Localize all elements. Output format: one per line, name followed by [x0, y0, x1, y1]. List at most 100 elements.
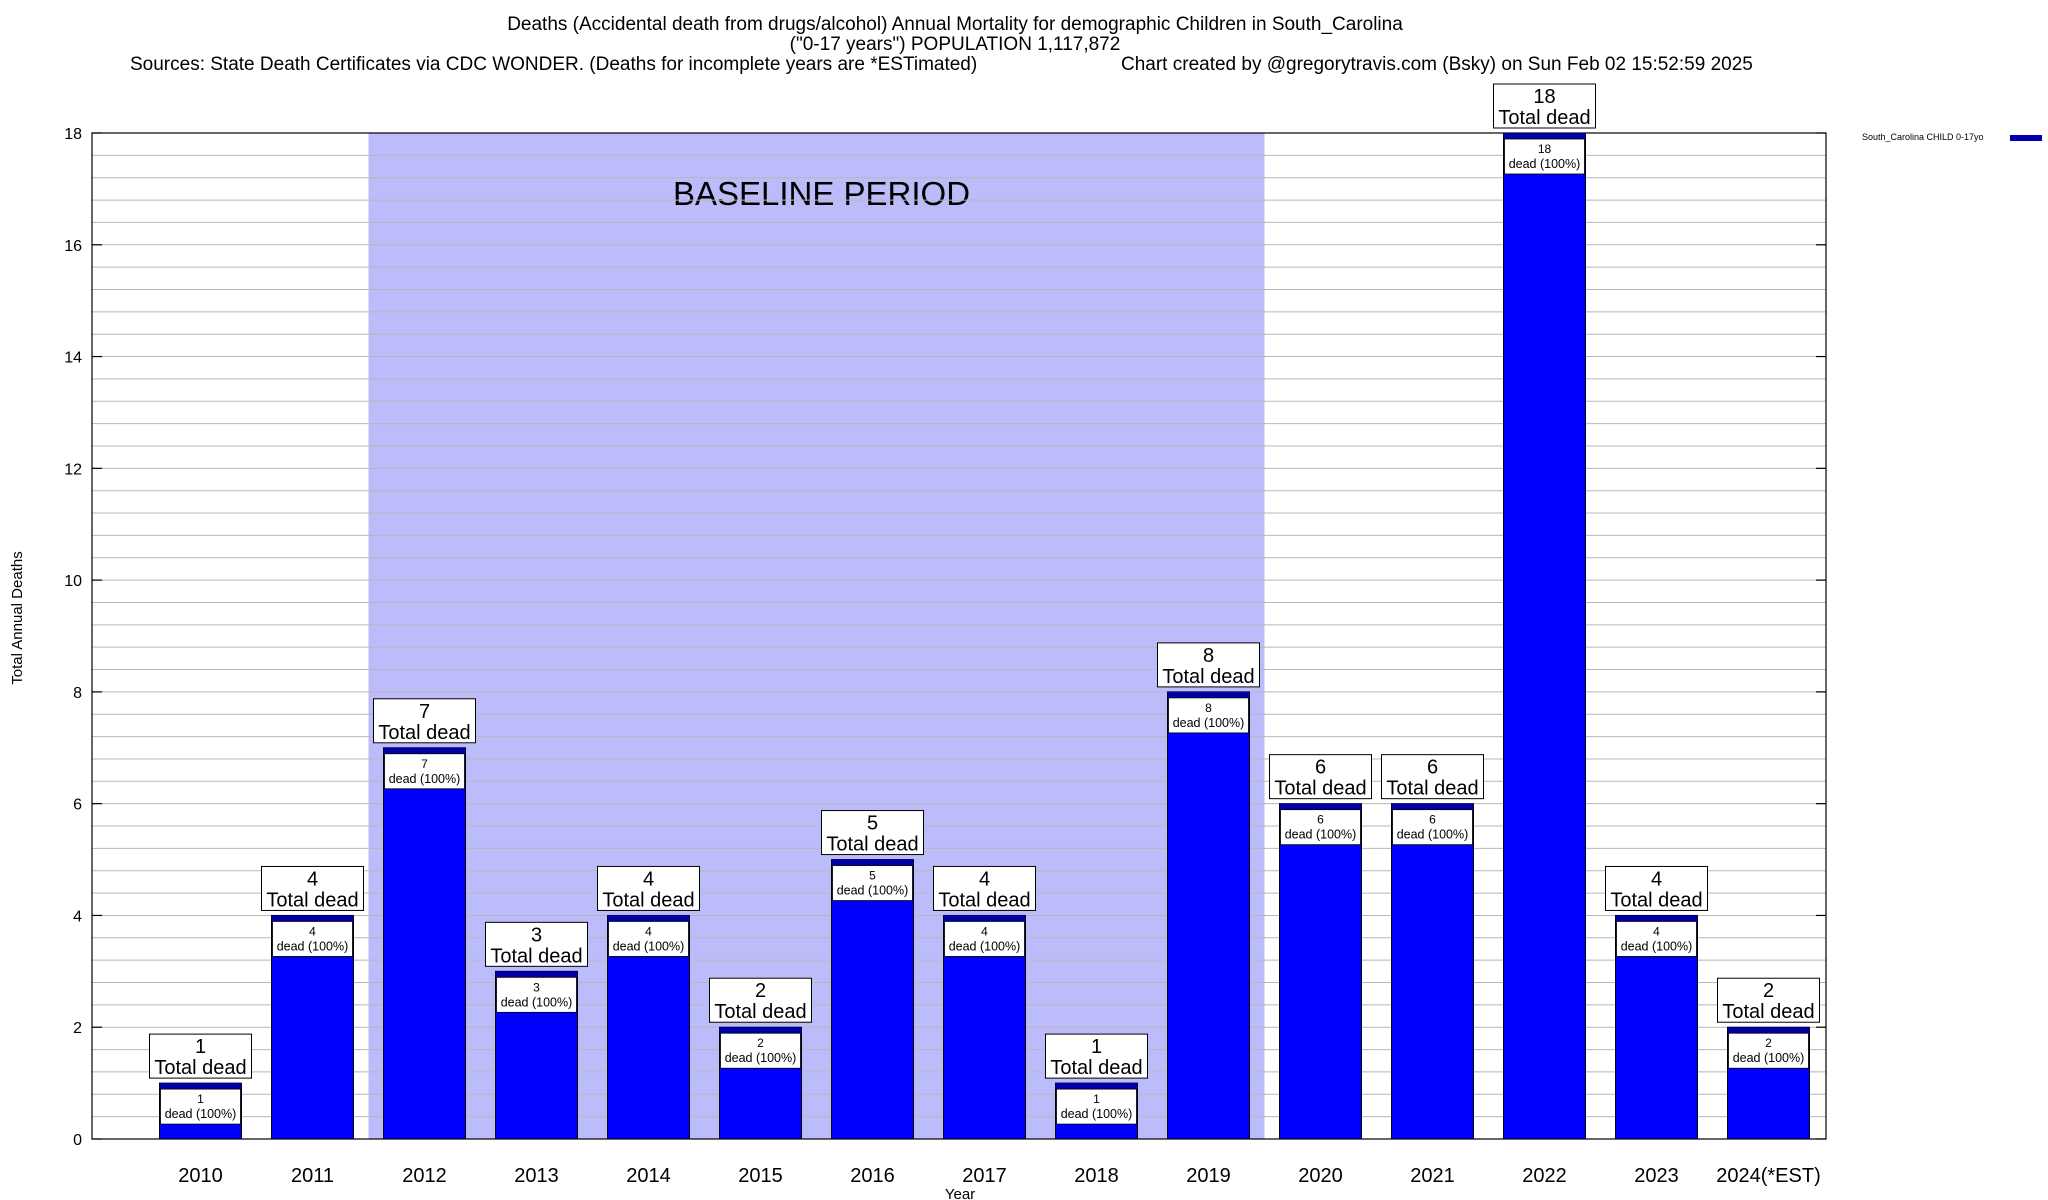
bar	[1167, 691, 1250, 1140]
y-tick-label: 0	[73, 1132, 82, 1149]
bar-total-label: Total dead	[378, 722, 470, 744]
x-tick-label: 2023	[1634, 1165, 1679, 1187]
x-tick-label: 2010	[178, 1165, 223, 1187]
y-tick-label: 2	[73, 1020, 82, 1037]
bar-cap	[607, 915, 690, 922]
bar-cap	[1727, 1027, 1810, 1034]
bar-inner-label-box	[832, 865, 913, 901]
bar-inner-value: 4	[981, 924, 988, 938]
bar-total-label: Total dead	[1274, 778, 1366, 800]
x-axis-title: Year	[945, 1186, 975, 1200]
bar-inner-label-box	[1504, 138, 1585, 175]
bar-inner-label: dead (100%)	[277, 939, 349, 953]
x-tick-label: 2013	[514, 1165, 559, 1187]
bar-inner-label-box	[944, 921, 1025, 957]
bar-inner-value: 1	[197, 1092, 204, 1106]
bar-total-label: Total dead	[1162, 666, 1254, 688]
bar-total-label-box	[1381, 754, 1484, 800]
bar-total-value: 4	[1651, 868, 1662, 890]
x-tick-label: 2021	[1410, 1165, 1455, 1187]
bar-cap	[943, 915, 1026, 922]
bar-inner-label: dead (100%)	[1733, 1051, 1805, 1065]
bar-inner-value: 7	[421, 757, 428, 771]
bar-inner-value: 1	[1093, 1092, 1100, 1106]
bar-total-label-box	[597, 865, 700, 911]
y-tick-label: 18	[64, 126, 82, 143]
bar-inner-value: 6	[1429, 813, 1436, 827]
bar-inner-label: dead (100%)	[501, 995, 573, 1009]
bar-total-value: 1	[1091, 1036, 1102, 1058]
bar-inner-label-box	[1728, 1032, 1809, 1069]
bar-total-value: 7	[419, 701, 430, 723]
bar-inner-label-box	[1056, 1088, 1137, 1125]
bar-inner-label-box	[496, 976, 577, 1013]
bar-total-label: Total dead	[266, 889, 358, 911]
x-tick-label: 2018	[1074, 1165, 1119, 1187]
bar-cap	[1615, 915, 1698, 922]
bar-total-label-box	[261, 865, 364, 911]
bar-cap	[1279, 803, 1362, 810]
bar-cap	[495, 971, 578, 978]
bar-inner-value: 2	[757, 1036, 764, 1050]
bar-total-label: Total dead	[826, 834, 918, 856]
bar-inner-label: dead (100%)	[1173, 716, 1245, 730]
legend-swatch	[2010, 135, 2042, 141]
bar-inner-label: dead (100%)	[837, 884, 909, 898]
bar-total-label: Total dead	[1498, 107, 1590, 129]
bar	[831, 859, 914, 1140]
x-tick-label: 2014	[626, 1165, 671, 1187]
bar-total-label-box	[1605, 865, 1708, 911]
bar-inner-label-box	[1168, 697, 1249, 734]
bar-inner-value: 18	[1538, 142, 1552, 156]
bar-total-value: 4	[307, 868, 318, 890]
bar-inner-value: 6	[1317, 813, 1324, 827]
bar-inner-value: 8	[1205, 701, 1212, 715]
bar-inner-label-box	[1392, 809, 1473, 846]
sources-note: Sources: State Death Certificates via CD…	[130, 54, 978, 75]
bar-total-label: Total dead	[1722, 1001, 1814, 1023]
chart-title-line-2: ("0-17 years") POPULATION 1,117,872	[789, 34, 1121, 55]
bar-total-value: 6	[1315, 757, 1326, 779]
x-tick-label: 2019	[1186, 1165, 1231, 1187]
bar-inner-value: 4	[309, 924, 316, 938]
bar-total-value: 2	[755, 980, 766, 1002]
bar-inner-label-box	[720, 1032, 801, 1069]
bar-total-label-box	[149, 1033, 252, 1079]
bar	[1279, 803, 1362, 1140]
bar-inner-label-box	[272, 921, 353, 957]
bar-total-label-box	[1269, 754, 1372, 800]
x-tick-label: 2024(*EST)	[1716, 1165, 1821, 1187]
bar-cap	[271, 915, 354, 922]
bar-inner-label-box	[1280, 809, 1361, 846]
bar-inner-label: dead (100%)	[725, 1051, 797, 1065]
bar-inner-label: dead (100%)	[389, 772, 461, 786]
legend-label: South_Carolina CHILD 0-17yo	[1862, 132, 1984, 142]
bar-cap	[1167, 691, 1250, 698]
bar-inner-label-box	[608, 921, 689, 957]
bar-total-value: 6	[1427, 757, 1438, 779]
bar-total-value: 2	[1763, 980, 1774, 1002]
bar	[1503, 132, 1586, 1140]
x-tick-label: 2011	[291, 1165, 334, 1187]
bar-total-label: Total dead	[490, 945, 582, 967]
bar-inner-value: 5	[869, 869, 876, 883]
bar-total-label-box	[485, 921, 588, 967]
bar-total-label-box	[709, 977, 812, 1023]
bar-cap	[719, 1027, 802, 1034]
y-axis-title: Total Annual Deaths	[9, 551, 26, 684]
bar-total-label: Total dead	[602, 889, 694, 911]
bar-inner-value: 4	[1653, 924, 1660, 938]
bar-total-label-box	[373, 698, 476, 744]
x-tick-label: 2012	[402, 1165, 447, 1187]
bar-total-value: 3	[531, 924, 542, 946]
bar-total-label-box	[1157, 642, 1260, 688]
bar-total-label-box	[1717, 977, 1820, 1023]
bar-inner-label: dead (100%)	[613, 939, 685, 953]
bar-cap	[1055, 1083, 1138, 1090]
bar-total-label: Total dead	[714, 1001, 806, 1023]
bar-total-label: Total dead	[1386, 778, 1478, 800]
x-tick-label: 2017	[962, 1165, 1007, 1187]
y-tick-label: 16	[64, 238, 82, 255]
bar-inner-label-box	[160, 1088, 241, 1125]
